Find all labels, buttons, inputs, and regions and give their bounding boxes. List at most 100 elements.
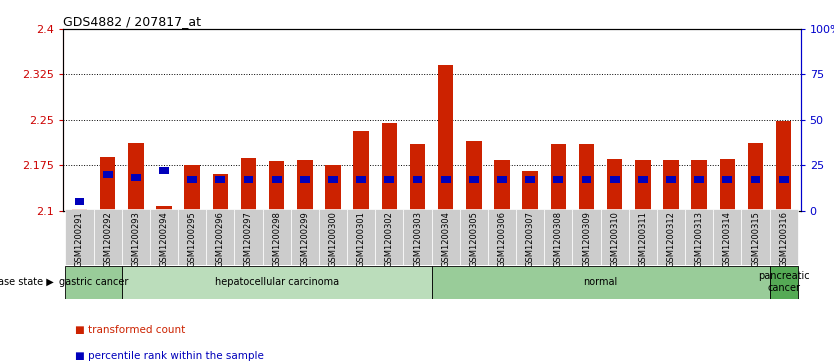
FancyBboxPatch shape [319, 209, 347, 265]
Text: hepatocellular carcinoma: hepatocellular carcinoma [214, 277, 339, 287]
FancyBboxPatch shape [770, 209, 798, 265]
FancyBboxPatch shape [516, 209, 545, 265]
Bar [131, 175, 141, 182]
Bar [554, 176, 563, 183]
Bar [666, 176, 676, 183]
Text: GSM1200308: GSM1200308 [554, 211, 563, 267]
Text: ■ transformed count: ■ transformed count [75, 325, 185, 335]
FancyBboxPatch shape [545, 209, 572, 265]
Bar [581, 176, 591, 183]
Bar [156, 206, 172, 211]
Text: GSM1200311: GSM1200311 [638, 211, 647, 267]
FancyBboxPatch shape [741, 209, 770, 265]
Text: GSM1200306: GSM1200306 [498, 211, 506, 267]
Bar [103, 171, 113, 178]
FancyBboxPatch shape [432, 266, 770, 299]
Text: GSM1200300: GSM1200300 [329, 211, 338, 267]
Bar [74, 198, 84, 205]
FancyBboxPatch shape [460, 209, 488, 265]
FancyBboxPatch shape [178, 209, 206, 265]
FancyBboxPatch shape [206, 209, 234, 265]
Bar [356, 176, 366, 183]
Bar [469, 176, 479, 183]
Bar [213, 174, 228, 211]
Bar [100, 157, 115, 211]
Bar [413, 176, 423, 183]
FancyBboxPatch shape [150, 209, 178, 265]
Bar [325, 165, 341, 211]
Text: GSM1200310: GSM1200310 [610, 211, 619, 267]
Bar [663, 160, 679, 211]
FancyBboxPatch shape [234, 209, 263, 265]
Text: disease state ▶: disease state ▶ [0, 277, 54, 287]
Bar [751, 176, 761, 183]
FancyBboxPatch shape [629, 209, 657, 265]
Text: GSM1200296: GSM1200296 [216, 211, 225, 267]
Text: GSM1200304: GSM1200304 [441, 211, 450, 267]
FancyBboxPatch shape [657, 209, 686, 265]
Bar [72, 209, 88, 211]
FancyBboxPatch shape [122, 266, 432, 299]
Bar [610, 176, 620, 183]
Bar [269, 161, 284, 211]
Bar [722, 176, 732, 183]
FancyBboxPatch shape [65, 209, 93, 265]
Bar [409, 144, 425, 211]
Text: GSM1200315: GSM1200315 [751, 211, 760, 267]
Text: normal: normal [584, 277, 618, 287]
Bar [466, 141, 481, 211]
FancyBboxPatch shape [432, 209, 460, 265]
FancyBboxPatch shape [488, 209, 516, 265]
Bar [495, 160, 510, 211]
Text: GSM1200295: GSM1200295 [188, 211, 197, 267]
Bar [525, 176, 535, 183]
Bar [636, 160, 651, 211]
Text: GSM1200292: GSM1200292 [103, 211, 112, 267]
Text: GSM1200291: GSM1200291 [75, 211, 84, 267]
FancyBboxPatch shape [375, 209, 404, 265]
Text: GSM1200312: GSM1200312 [666, 211, 676, 267]
FancyBboxPatch shape [713, 209, 741, 265]
FancyBboxPatch shape [122, 209, 150, 265]
Bar [550, 144, 566, 211]
Bar [159, 167, 169, 174]
Bar [776, 121, 791, 211]
Bar [215, 176, 225, 183]
Bar [748, 143, 763, 211]
Bar [354, 131, 369, 211]
Text: GSM1200305: GSM1200305 [470, 211, 479, 267]
Bar [300, 176, 309, 183]
Text: gastric cancer: gastric cancer [59, 277, 128, 287]
Bar [244, 176, 254, 183]
FancyBboxPatch shape [572, 209, 600, 265]
FancyBboxPatch shape [347, 209, 375, 265]
Bar [328, 176, 338, 183]
Text: GSM1200309: GSM1200309 [582, 211, 591, 267]
FancyBboxPatch shape [65, 266, 122, 299]
FancyBboxPatch shape [93, 209, 122, 265]
Text: GSM1200307: GSM1200307 [525, 211, 535, 267]
Bar [779, 176, 789, 183]
Bar [720, 159, 735, 211]
Bar [694, 176, 704, 183]
FancyBboxPatch shape [291, 209, 319, 265]
Text: GSM1200303: GSM1200303 [413, 211, 422, 267]
Text: GSM1200316: GSM1200316 [779, 211, 788, 267]
Text: GSM1200299: GSM1200299 [300, 211, 309, 267]
Bar [522, 171, 538, 211]
Bar [184, 165, 200, 211]
Bar [384, 176, 394, 183]
Bar [272, 176, 282, 183]
Text: pancreatic
cancer: pancreatic cancer [758, 272, 810, 293]
Bar [579, 144, 595, 211]
Text: GSM1200314: GSM1200314 [723, 211, 732, 267]
FancyBboxPatch shape [263, 209, 291, 265]
Bar [382, 123, 397, 211]
Text: GSM1200313: GSM1200313 [695, 211, 704, 267]
Text: GSM1200301: GSM1200301 [357, 211, 365, 267]
FancyBboxPatch shape [404, 209, 432, 265]
Text: GSM1200293: GSM1200293 [131, 211, 140, 267]
Text: ■ percentile rank within the sample: ■ percentile rank within the sample [75, 351, 264, 361]
Bar [297, 160, 313, 211]
FancyBboxPatch shape [770, 266, 798, 299]
